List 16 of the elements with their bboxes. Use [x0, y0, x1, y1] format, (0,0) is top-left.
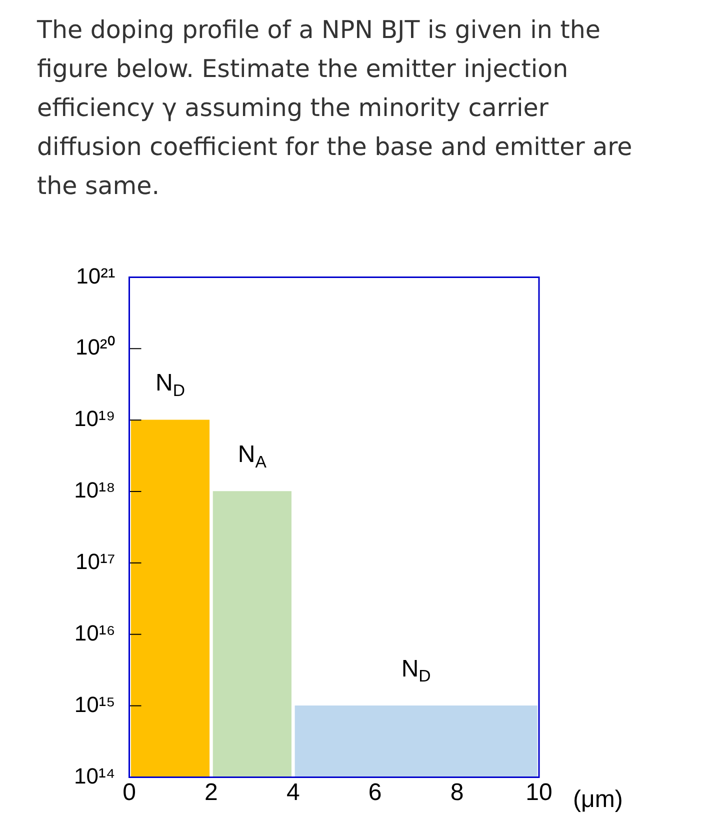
x-tick-label: 0 [122, 779, 136, 806]
y-tick-label: 10¹⁹ [74, 406, 116, 432]
x-tick-label: 4 [286, 779, 300, 806]
y-tick-label: 10¹⁶ [74, 620, 116, 646]
y-tick-label: 10¹⁴ [74, 763, 116, 788]
x-tick-label: 6 [368, 779, 382, 806]
x-tick-label: 8 [450, 779, 464, 806]
x-tick-label: 10 [526, 779, 552, 806]
y-tick-label: 10¹⁵ [74, 692, 116, 717]
x-tick-label: 2 [204, 779, 218, 806]
chart-title: The doping profile of a NPN BJT is given in the figure below. Estimate the emitter injection efficiency γ assuming the minority carrier diffusion coefficient for the base and emitter are the same. [37, 14, 634, 202]
y-tick-label: 10¹⁸ [74, 478, 116, 503]
x-axis-title: (μm) [573, 786, 623, 813]
y-tick-label: 10²⁰ [75, 334, 116, 360]
y-tick-label: 10²¹ [76, 263, 116, 288]
y-tick-label: 10¹⁷ [75, 548, 116, 574]
